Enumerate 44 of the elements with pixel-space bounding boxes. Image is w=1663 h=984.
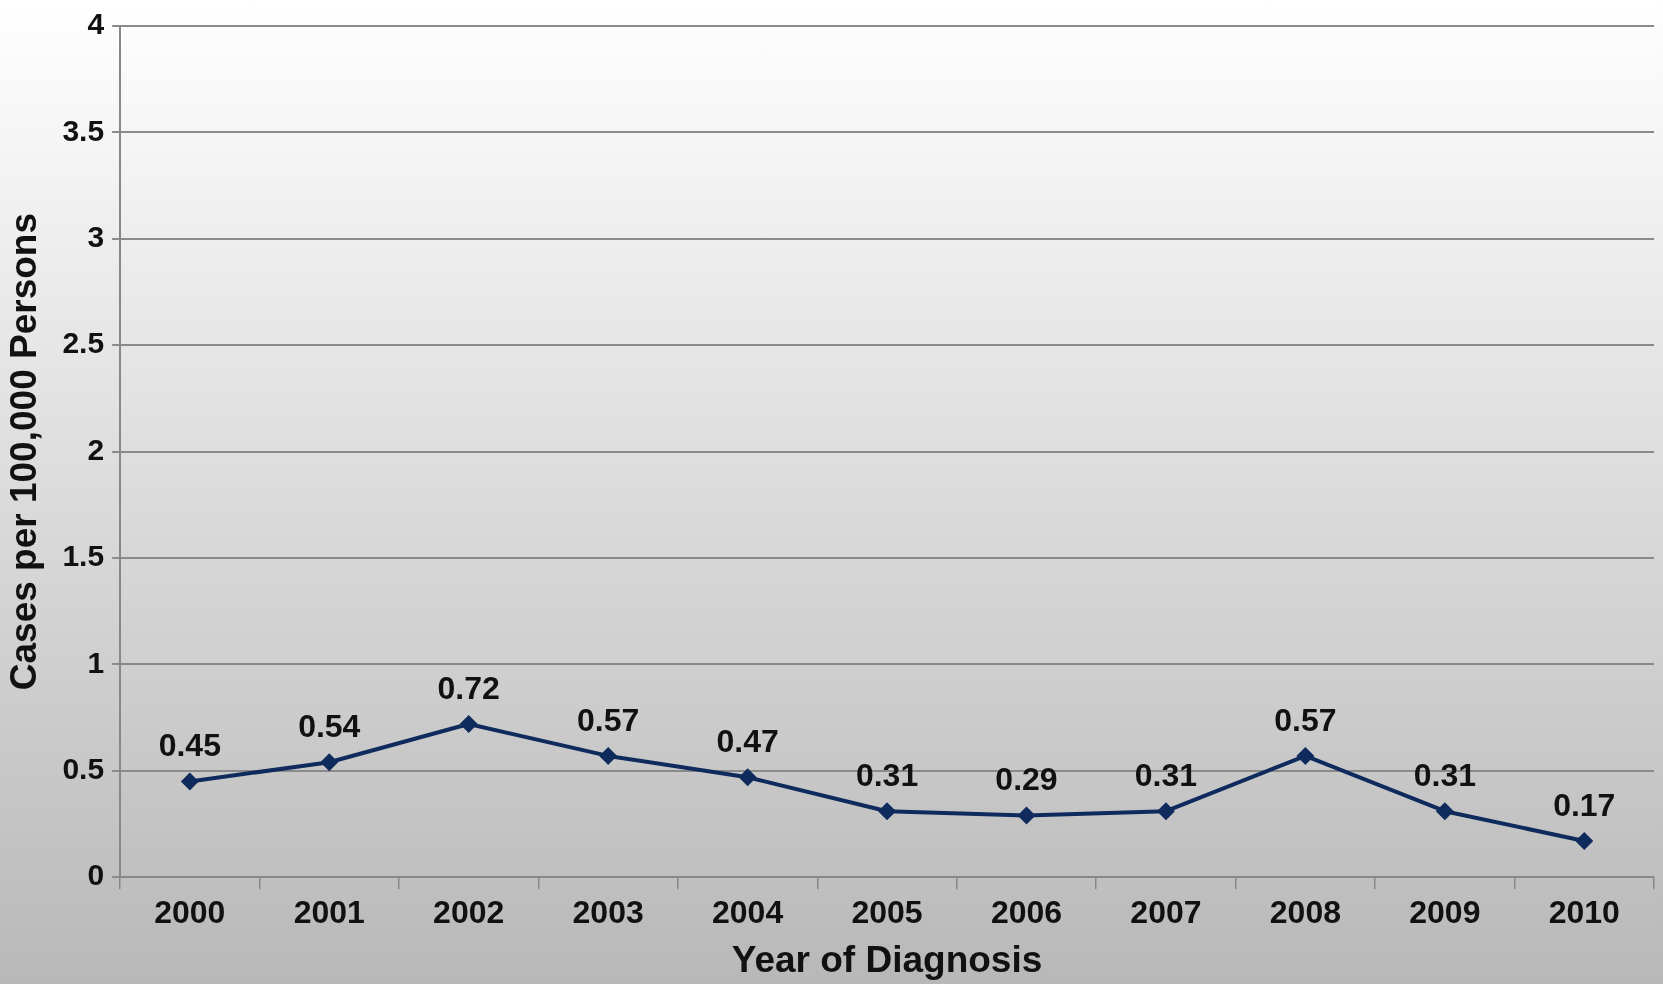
point xyxy=(320,753,339,772)
data-label: 0.17 xyxy=(1553,786,1616,823)
x-tick-label: 2002 xyxy=(433,894,505,931)
y-tick-label: 0 xyxy=(87,858,105,892)
data-label: 0.72 xyxy=(437,669,500,706)
data-label: 0.47 xyxy=(716,723,779,760)
y-tick-label: 4 xyxy=(87,7,105,41)
y-tick-label: 1.5 xyxy=(62,539,105,573)
y-tick-label: 0.5 xyxy=(62,752,105,786)
x-tick-label: 2009 xyxy=(1409,894,1481,931)
point xyxy=(1017,806,1036,825)
y-tick-label: 3 xyxy=(87,220,105,254)
point xyxy=(1156,802,1175,821)
data-label: 0.31 xyxy=(855,757,919,794)
point xyxy=(878,802,897,821)
data-label: 0.54 xyxy=(298,708,361,745)
point xyxy=(1435,802,1454,821)
x-tick-label: 2000 xyxy=(154,894,226,931)
x-tick-label: 2001 xyxy=(293,894,365,931)
x-tick-label: 2010 xyxy=(1548,894,1620,931)
point xyxy=(180,772,199,791)
x-axis-title: Year of Diagnosis xyxy=(731,939,1043,980)
y-tick-label: 3.5 xyxy=(62,113,105,147)
point xyxy=(1296,746,1315,765)
data-label: 0.57 xyxy=(1274,701,1337,738)
x-tick-label: 2007 xyxy=(1130,894,1202,931)
data-label: 0.45 xyxy=(158,727,221,764)
point xyxy=(1575,832,1594,851)
data-label: 0.31 xyxy=(1134,757,1198,794)
data-label: 0.57 xyxy=(577,701,640,738)
x-tick-label: 2003 xyxy=(572,894,644,931)
point xyxy=(738,768,757,787)
x-tick-label: 2005 xyxy=(851,894,923,931)
y-tick-label: 2.5 xyxy=(62,326,105,360)
point xyxy=(599,746,618,765)
data-label: 0.29 xyxy=(995,761,1058,798)
point xyxy=(459,714,478,733)
y-tick-label: 2 xyxy=(87,432,105,466)
y-tick-label: 1 xyxy=(87,645,105,679)
x-tick-label: 2008 xyxy=(1269,894,1341,931)
data-label: 0.31 xyxy=(1413,757,1476,794)
x-tick-label: 2006 xyxy=(990,894,1063,931)
x-tick-label: 2004 xyxy=(712,894,784,931)
y-axis-title: Cases per 100,000 Persons xyxy=(3,212,45,691)
